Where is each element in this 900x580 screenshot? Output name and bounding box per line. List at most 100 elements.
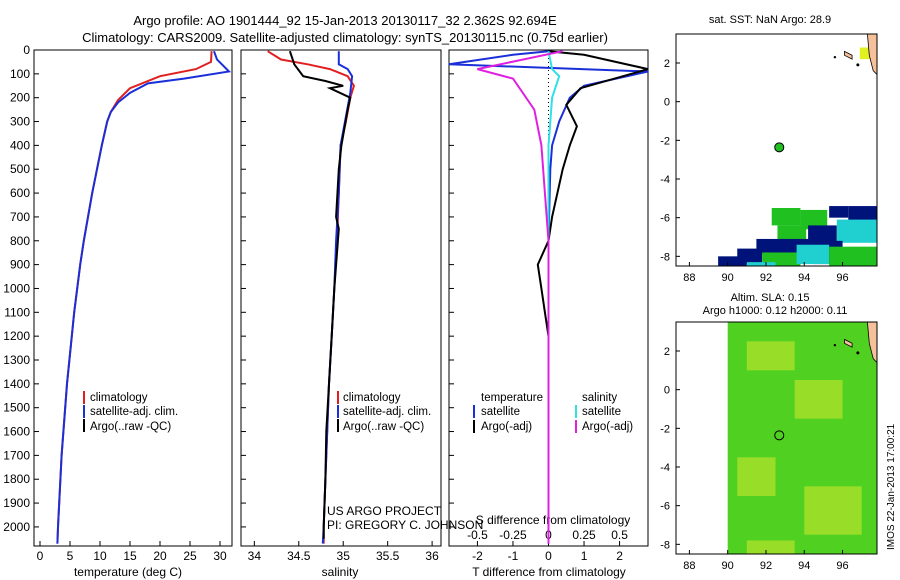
x2-tick-label: -0.25 <box>499 528 527 542</box>
map-content <box>718 34 877 266</box>
x2-tick-label: 0.5 <box>611 528 628 542</box>
depth-tick-label: 1400 <box>3 377 30 391</box>
sla-patch <box>804 486 862 535</box>
sst-cell <box>859 47 872 60</box>
island <box>844 338 853 348</box>
x-tick-label: 20 <box>153 549 167 563</box>
sst-cell <box>848 206 877 222</box>
depth-tick-label: 2000 <box>3 520 30 534</box>
map-x-tick-label: 96 <box>836 272 848 284</box>
map-x-tick-label: 96 <box>836 560 848 572</box>
depth-tick-label: 100 <box>10 67 30 81</box>
depth-axis: 0 100 200 300 400 500 600 700 800 900 1000 1100 1200… <box>3 43 454 534</box>
map-y-tick-label: -4 <box>660 174 670 186</box>
sla-map-subtitle: Argo h1000: 0.12 h2000: 0.11 <box>703 305 848 317</box>
map-x-tick-label: 88 <box>683 272 695 284</box>
depth-tick-label: 1800 <box>3 472 30 486</box>
sst-map: 88 90 92 94 96 2 0 -2 -4 -6 -8 <box>660 33 878 284</box>
salinity-xlabel: salinity <box>322 565 359 579</box>
map-content <box>727 322 877 554</box>
depth-tick-label: 1600 <box>3 425 30 439</box>
temperature-legend: climatology satellite-adj. clim. Argo(..… <box>83 391 178 433</box>
sla-patch <box>746 341 795 371</box>
header-line2: Climatology: CARS2009. Satellite-adjuste… <box>82 30 608 45</box>
map-y-tick-label: -6 <box>660 213 670 225</box>
legend-satellite: satellite-adj. clim. <box>90 406 178 418</box>
sst-cell <box>777 225 807 243</box>
map-x-tick-label: 90 <box>722 560 734 572</box>
series-satellite <box>321 51 354 544</box>
legend-argo: Argo(..raw -QC) <box>90 421 171 433</box>
series-temperature-argo <box>536 50 649 544</box>
legend-t-satellite: satellite <box>481 406 520 418</box>
sst-cell <box>836 219 877 243</box>
depth-tick-label: 1200 <box>3 329 30 343</box>
map-y-tick-label: 2 <box>664 58 670 70</box>
sla-patch <box>794 380 843 419</box>
x-tick-label: 2 <box>616 549 623 563</box>
map-y-tick-label: 0 <box>664 385 670 397</box>
island <box>844 50 853 60</box>
x-tick-label: 36 <box>425 549 439 563</box>
depth-tick-label: 1700 <box>3 448 30 462</box>
depth-tick-label: 0 <box>23 43 30 57</box>
series-argo <box>288 50 352 539</box>
depth-tick-label: 1900 <box>3 496 30 510</box>
island <box>833 56 837 59</box>
sst-map-title: sat. SST: NaN Argo: 28.9 <box>709 14 831 26</box>
land <box>866 34 877 76</box>
argo-position-marker <box>774 430 785 441</box>
x2-tick-label: -0.5 <box>467 528 488 542</box>
legend-satellite: satellite-adj. clim. <box>343 406 431 418</box>
temperature-xlabel: temperature (deg C) <box>74 565 182 579</box>
x-tick-label: -1 <box>508 549 519 563</box>
island <box>856 63 860 67</box>
series-climatology <box>267 50 355 544</box>
sst-cell <box>808 225 837 243</box>
legend-climatology: climatology <box>90 392 148 404</box>
x-tick-label: 10 <box>93 549 107 563</box>
legend-title-salinity: salinity <box>582 392 617 404</box>
sst-cell <box>746 262 776 266</box>
x-tick-label: 35.5 <box>376 549 400 563</box>
depth-tick-label: 700 <box>10 210 30 224</box>
credit-pi: PI: GREGORY C. JOHNSON <box>327 518 483 532</box>
map-frame-top <box>675 321 878 555</box>
sst-cell <box>800 209 828 230</box>
imos-timestamp: IMOS 22-Jan-2013 17:00:21 <box>886 423 897 550</box>
sla-patch <box>737 457 776 496</box>
series-salinity-argo <box>477 50 563 544</box>
island <box>833 344 837 347</box>
map-y-tick-label: -8 <box>660 539 670 551</box>
map-y-tick-label: 0 <box>664 97 670 109</box>
island <box>856 351 860 355</box>
map-frame-top <box>675 33 878 267</box>
salinity-legend: climatology satellite-adj. clim. Argo(..… <box>337 391 431 433</box>
land <box>866 322 877 364</box>
sla-patch <box>746 540 795 554</box>
depth-tick-label: 500 <box>10 162 30 176</box>
depth-tick-label: 1500 <box>3 401 30 415</box>
series-temperature-satellite <box>448 50 649 544</box>
salinity-panel-frame <box>240 49 442 547</box>
map-x-tick-label: 90 <box>722 272 734 284</box>
legend-t-argo: Argo(-adj) <box>481 421 532 433</box>
depth-tick-label: 200 <box>10 91 30 105</box>
map-y-tick-label: -8 <box>660 251 670 263</box>
map-x-tick-label: 92 <box>760 560 772 572</box>
x-tick-label: 5 <box>67 549 74 563</box>
x-tick-label: 25 <box>183 549 197 563</box>
legend-title-temperature: temperature <box>481 392 543 404</box>
sla-map: 88 90 92 94 96 2 0 -2 -4 -6 -8 <box>660 321 878 572</box>
sst-cell <box>829 246 877 266</box>
depth-tick-label: 1300 <box>3 353 30 367</box>
difference-x2label: S difference from climatology <box>476 513 631 527</box>
x2-tick-label: 0.25 <box>572 528 596 542</box>
map-y-tick-label: -4 <box>660 462 670 474</box>
series-climatology <box>56 51 213 544</box>
map-y-tick-label: 2 <box>664 346 670 358</box>
series-satellite <box>56 50 232 544</box>
map-y-tick-label: -2 <box>660 135 670 147</box>
legend-s-argo: Argo(-adj) <box>582 421 633 433</box>
